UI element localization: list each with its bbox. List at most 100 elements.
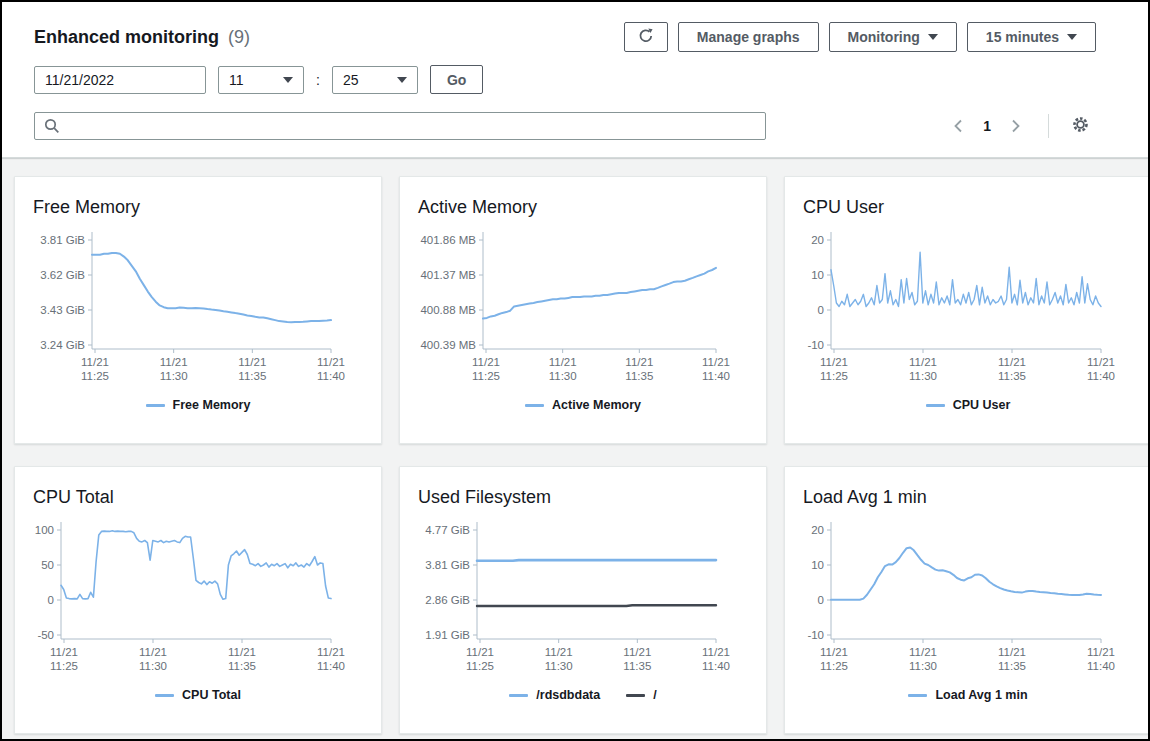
svg-text:11/21: 11/21 <box>472 356 500 368</box>
svg-text:11:30: 11:30 <box>139 660 167 672</box>
svg-text:11:35: 11:35 <box>623 660 651 672</box>
svg-text:20: 20 <box>811 524 824 536</box>
svg-text:11:40: 11:40 <box>702 660 730 672</box>
legend-swatch <box>155 694 174 697</box>
legend-label: CPU Total <box>182 688 241 702</box>
minute-select[interactable]: 25 <box>332 66 418 94</box>
svg-text:3.43 GiB: 3.43 GiB <box>40 304 85 316</box>
caret-down-icon <box>397 77 407 83</box>
caret-down-icon <box>1067 34 1077 40</box>
legend-swatch <box>146 404 165 407</box>
svg-text:3.81 GiB: 3.81 GiB <box>425 559 470 571</box>
svg-text:10: 10 <box>811 269 824 281</box>
svg-text:11:40: 11:40 <box>1087 660 1115 672</box>
svg-text:11/21: 11/21 <box>160 356 188 368</box>
chart-legend: /rdsdbdata / <box>418 688 748 702</box>
legend-item: /rdsdbdata <box>509 688 600 702</box>
svg-text:11/21: 11/21 <box>545 646 573 658</box>
svg-text:0: 0 <box>818 594 824 606</box>
svg-text:11/21: 11/21 <box>50 646 78 658</box>
chart-title: Load Avg 1 min <box>803 487 1133 508</box>
prev-page-button[interactable] <box>946 114 971 138</box>
preferences-button[interactable] <box>1065 111 1096 141</box>
pagination: 1 <box>946 111 1096 141</box>
svg-text:11/21: 11/21 <box>1087 646 1115 658</box>
chart-card-cpu-user: CPU User 20100-1011/2111:2511/2111:3011/… <box>784 176 1150 444</box>
hour-select[interactable]: 11 <box>218 66 304 94</box>
used-filesystem-chart: 4.77 GiB3.81 GiB2.86 GiB1.91 GiB11/2111:… <box>418 514 748 686</box>
chart-title: Used Filesystem <box>418 487 748 508</box>
svg-text:401.37 MB: 401.37 MB <box>420 269 476 281</box>
svg-text:11:30: 11:30 <box>909 370 937 382</box>
legend-label: / <box>653 688 656 702</box>
chart-legend: Free Memory <box>33 398 363 412</box>
load-avg-chart: 20100-1011/2111:2511/2111:3011/2111:3511… <box>803 514 1133 686</box>
svg-text:11:30: 11:30 <box>549 370 577 382</box>
chart-card-active-memory: Active Memory 401.86 MB 401.37 MB 400.88 M… <box>399 176 767 444</box>
interval-label: 15 minutes <box>986 29 1059 45</box>
svg-text:10: 10 <box>811 559 824 571</box>
page-title-text: Enhanced monitoring <box>34 27 219 47</box>
svg-text:400.39 MB: 400.39 MB <box>420 339 476 351</box>
svg-text:11/21: 11/21 <box>1087 356 1115 368</box>
refresh-button[interactable] <box>624 22 668 52</box>
svg-text:11:35: 11:35 <box>238 370 266 382</box>
chart-card-used-filesystem: Used Filesystem 4.77 GiB3.81 GiB2.86 GiB… <box>399 466 767 734</box>
interval-dropdown-button[interactable]: 15 minutes <box>967 22 1096 52</box>
svg-text:11/21: 11/21 <box>909 356 937 368</box>
svg-text:11:40: 11:40 <box>702 370 730 382</box>
svg-text:11:25: 11:25 <box>820 660 848 672</box>
search-input[interactable] <box>34 112 766 140</box>
chart-legend: Load Avg 1 min <box>803 688 1133 702</box>
legend-swatch <box>626 694 645 697</box>
svg-text:11:25: 11:25 <box>81 370 109 382</box>
svg-text:11/21: 11/21 <box>998 646 1026 658</box>
next-page-button[interactable] <box>1003 114 1028 138</box>
legend-swatch <box>525 404 544 407</box>
search-icon <box>44 118 60 134</box>
svg-text:11:30: 11:30 <box>545 660 573 672</box>
manage-graphs-button[interactable]: Manage graphs <box>678 22 819 52</box>
svg-text:11:40: 11:40 <box>317 370 345 382</box>
charts-grid: Free Memory 3.81 GiB 3.62 GiB 3.43 GiB 3.24… <box>14 176 1143 734</box>
legend-swatch <box>926 404 945 407</box>
svg-text:4.77 GiB: 4.77 GiB <box>425 524 470 536</box>
svg-text:3.62 GiB: 3.62 GiB <box>40 269 85 281</box>
svg-text:11:25: 11:25 <box>472 370 500 382</box>
svg-text:11:25: 11:25 <box>820 370 848 382</box>
legend-label: Active Memory <box>552 398 641 412</box>
chart-legend: CPU Total <box>33 688 363 702</box>
svg-text:11/21: 11/21 <box>317 646 345 658</box>
date-input[interactable] <box>34 66 206 94</box>
go-label: Go <box>447 72 466 88</box>
caret-down-icon <box>283 77 293 83</box>
svg-text:11/21: 11/21 <box>238 356 266 368</box>
header-panel: Enhanced monitoring (9) Manage graphs <box>2 2 1148 158</box>
chart-card-free-memory: Free Memory 3.81 GiB3.62 GiB3.43 GiB3.24… <box>14 176 382 444</box>
svg-text:11:35: 11:35 <box>998 370 1026 382</box>
go-button[interactable]: Go <box>430 65 483 94</box>
manage-graphs-label: Manage graphs <box>697 29 800 45</box>
svg-text:11:40: 11:40 <box>1087 370 1115 382</box>
monitoring-dropdown-button[interactable]: Monitoring <box>829 22 957 52</box>
svg-text:11:25: 11:25 <box>466 660 494 672</box>
chart-title: CPU User <box>803 197 1133 218</box>
hour-value: 11 <box>229 72 244 88</box>
legend-item: / <box>626 688 656 702</box>
svg-text:400.88 MB: 400.88 MB <box>420 304 476 316</box>
svg-text:0: 0 <box>818 304 824 316</box>
chart-title: Free Memory <box>33 197 363 218</box>
svg-text:11/21: 11/21 <box>625 356 653 368</box>
chart-legend: Active Memory <box>418 398 748 412</box>
svg-text:401.86 MB: 401.86 MB <box>420 234 476 246</box>
time-separator: : <box>316 72 320 88</box>
chart-card-load-avg: Load Avg 1 min 20100-1011/2111:2511/2111… <box>784 466 1150 734</box>
chart-card-cpu-total: CPU Total 100500-5011/2111:2511/2111:301… <box>14 466 382 734</box>
search-box <box>34 112 766 140</box>
svg-text:3.24 GiB: 3.24 GiB <box>40 339 85 351</box>
svg-text:11/21: 11/21 <box>81 356 109 368</box>
enhanced-monitoring-page: Enhanced monitoring (9) Manage graphs <box>0 0 1150 741</box>
charts-area: Free Memory 3.81 GiB 3.62 GiB 3.43 GiB 3.24… <box>2 158 1148 741</box>
svg-text:0: 0 <box>48 594 54 606</box>
svg-text:11:35: 11:35 <box>998 660 1026 672</box>
